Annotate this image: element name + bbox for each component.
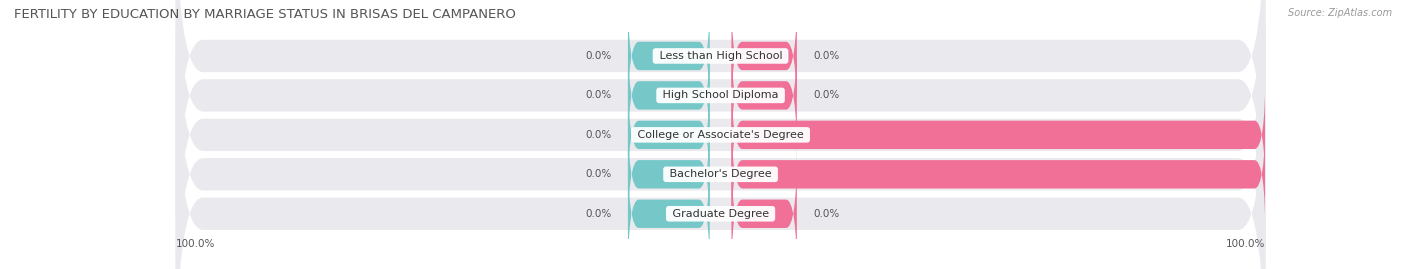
FancyBboxPatch shape (176, 0, 1265, 237)
FancyBboxPatch shape (731, 0, 797, 121)
Text: 0.0%: 0.0% (585, 169, 612, 179)
FancyBboxPatch shape (176, 0, 1265, 269)
FancyBboxPatch shape (176, 33, 1265, 269)
Text: 0.0%: 0.0% (813, 51, 839, 61)
Text: Source: ZipAtlas.com: Source: ZipAtlas.com (1288, 8, 1392, 18)
Text: 0.0%: 0.0% (585, 130, 612, 140)
FancyBboxPatch shape (628, 109, 710, 239)
Text: 0.0%: 0.0% (585, 90, 612, 100)
FancyBboxPatch shape (628, 31, 710, 160)
Text: College or Associate's Degree: College or Associate's Degree (634, 130, 807, 140)
Text: 0.0%: 0.0% (813, 90, 839, 100)
Text: 100.0%: 100.0% (1226, 239, 1265, 249)
Text: 100.0%: 100.0% (1271, 169, 1315, 179)
Text: 0.0%: 0.0% (813, 209, 839, 219)
FancyBboxPatch shape (176, 0, 1265, 269)
Text: 0.0%: 0.0% (585, 51, 612, 61)
Text: FERTILITY BY EDUCATION BY MARRIAGE STATUS IN BRISAS DEL CAMPANERO: FERTILITY BY EDUCATION BY MARRIAGE STATU… (14, 8, 516, 21)
Text: Graduate Degree: Graduate Degree (669, 209, 772, 219)
Text: 0.0%: 0.0% (585, 209, 612, 219)
Text: Bachelor's Degree: Bachelor's Degree (666, 169, 775, 179)
FancyBboxPatch shape (731, 109, 1265, 239)
FancyBboxPatch shape (731, 149, 797, 269)
FancyBboxPatch shape (628, 0, 710, 121)
FancyBboxPatch shape (731, 31, 797, 160)
FancyBboxPatch shape (176, 0, 1265, 269)
Text: High School Diploma: High School Diploma (659, 90, 782, 100)
Text: 100.0%: 100.0% (176, 239, 215, 249)
FancyBboxPatch shape (628, 149, 710, 269)
FancyBboxPatch shape (628, 70, 710, 200)
FancyBboxPatch shape (731, 70, 1265, 200)
Text: 100.0%: 100.0% (1271, 130, 1315, 140)
Text: Less than High School: Less than High School (655, 51, 786, 61)
